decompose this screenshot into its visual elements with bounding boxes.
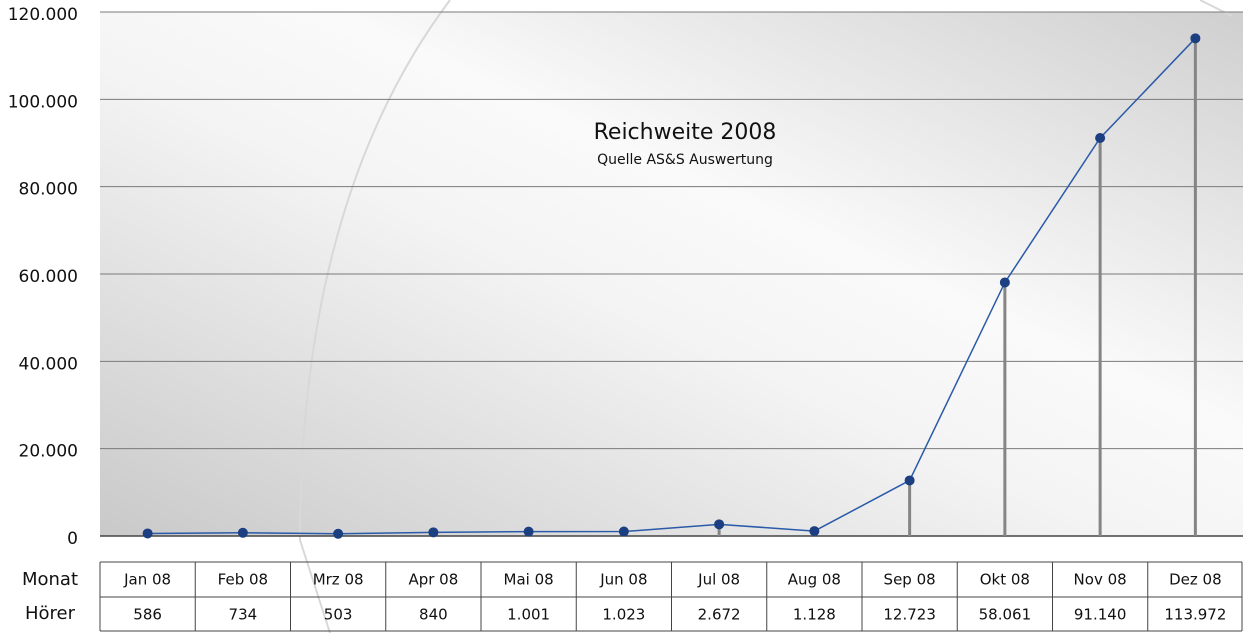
value-cell: 586: [133, 606, 162, 624]
category-cell: Okt 08: [980, 571, 1030, 589]
category-cell: Feb 08: [218, 571, 268, 589]
y-tick-label: 0: [67, 529, 78, 549]
y-tick-label: 60.000: [19, 267, 78, 287]
series-line: [147, 37, 1196, 535]
category-cell: Apr 08: [408, 571, 458, 589]
data-point: [333, 528, 344, 539]
value-cell: 1.128: [793, 606, 836, 624]
data-point: [714, 519, 725, 530]
data-point: [1190, 33, 1201, 44]
value-cell: 2.672: [698, 606, 741, 624]
y-tick-label: 20.000: [19, 442, 78, 462]
value-cell: 1.023: [602, 606, 645, 624]
data-point: [1095, 133, 1106, 144]
data-point: [428, 527, 439, 538]
category-cell: Jul 08: [697, 571, 740, 589]
chart-title: Reichweite 2008: [594, 120, 777, 145]
data-point: [523, 526, 534, 537]
value-cell: 12.723: [883, 606, 936, 624]
value-cell: 734: [229, 606, 258, 624]
data-point: [904, 475, 915, 486]
category-cell: Nov 08: [1074, 571, 1127, 589]
category-cell: Mrz 08: [313, 571, 364, 589]
category-cell: Aug 08: [788, 571, 841, 589]
decoration-arc: [298, 0, 451, 633]
category-cell: Sep 08: [884, 571, 936, 589]
category-cell: Jun 08: [599, 571, 647, 589]
y-tick-label: 120.000: [8, 5, 78, 25]
value-cell: 503: [324, 606, 353, 624]
category-cell: Dez 08: [1169, 571, 1222, 589]
series-row-label: Hörer: [25, 603, 76, 624]
data-point: [999, 277, 1010, 288]
y-tick-label: 40.000: [19, 354, 78, 374]
y-tick-label: 100.000: [8, 92, 78, 112]
data-point: [618, 526, 629, 537]
value-cell: 840: [419, 606, 448, 624]
chart-subtitle: Quelle AS&S Auswertung: [597, 152, 773, 168]
category-cell: Mai 08: [504, 571, 554, 589]
data-point: [237, 527, 248, 538]
value-cell: 1.001: [507, 606, 550, 624]
decoration-arc: [1199, 0, 1233, 17]
category-cell: Jan 08: [123, 571, 171, 589]
data-point: [142, 528, 153, 539]
data-point: [809, 526, 820, 537]
value-cell: 91.140: [1074, 606, 1127, 624]
value-cell: 58.061: [979, 606, 1032, 624]
category-row-label: Monat: [22, 569, 78, 590]
value-cell: 113.972: [1164, 606, 1226, 624]
y-tick-label: 80.000: [19, 180, 78, 200]
